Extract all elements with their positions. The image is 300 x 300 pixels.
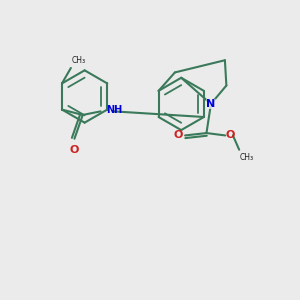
Text: O: O xyxy=(225,130,235,140)
Text: O: O xyxy=(69,145,79,155)
Text: NH: NH xyxy=(106,105,122,115)
Text: N: N xyxy=(206,99,216,109)
Text: CH₃: CH₃ xyxy=(239,153,253,162)
Text: O: O xyxy=(173,130,183,140)
Text: CH₃: CH₃ xyxy=(72,56,86,65)
